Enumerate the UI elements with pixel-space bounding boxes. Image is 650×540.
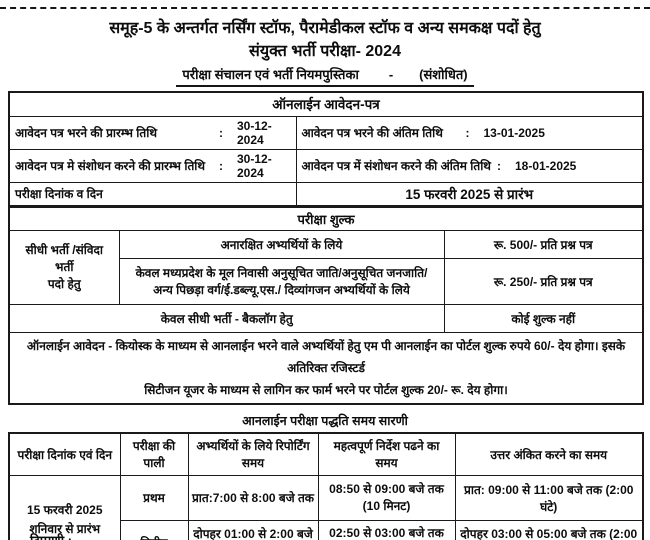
schedule-date-line1: 15 फरवरी 2025 <box>26 502 103 517</box>
fee-reserved-category: केवल मध्यप्रदेश के मूल निवासी अनुसूचित ज… <box>118 258 445 305</box>
schedule-date-line2: शनिवार से प्रारंभ <box>29 521 101 536</box>
fee-unreserved-amount: रू. 500/- प्रति प्रश्न पत्र <box>443 230 644 259</box>
table-row: ऑनलाईन आवेदन - कियोस्क के माध्यम से आनला… <box>8 332 644 405</box>
page-break-dashed-line <box>0 7 650 9</box>
shift-1-instructions-duration: (10 मिनट) <box>362 498 411 513</box>
portal-fee-note-line2: सिटीजन यूजर के माध्यम से लागिन कर फार्म … <box>144 383 508 397</box>
shift-2-name: द्वितीय <box>119 519 189 540</box>
exam-fee-table: परीक्षा शुल्क सीधी भर्ती /संविदा भर्ती प… <box>8 207 645 405</box>
table-row: 15 फरवरी 2025 शनिवार से प्रारंभ प्रथम प्… <box>8 474 644 540</box>
correction-start-label: आवेदन पत्र मे संशोधन करने की प्रारम्भ ति… <box>15 159 206 173</box>
doc-subtitle-row: परीक्षा संचालन एवं भर्ती नियमपुस्तिका - (स… <box>0 66 650 87</box>
fee-group-line1: सीधी भर्ती /संविदा भर्ती <box>25 243 103 274</box>
shift-2-instructions: 02:50 से 03:00 बजे तक (10 मिनट) <box>317 519 456 540</box>
portal-fee-note-line1: ऑनलाईन आवेदन - कियोस्क के माध्यम से आनला… <box>26 339 626 375</box>
shift-1-reporting: प्रात:7:00 से 8:00 बजे तक <box>187 474 319 521</box>
footer-note-fragment: टिप्पणी :- <box>30 531 76 540</box>
fee-group-line2: पदो हेतु <box>47 277 81 291</box>
shift-2-reporting: दोपहर 01:00 से 2:00 बजे तक <box>187 519 319 540</box>
table-row: केवल मध्यप्रदेश के मूल निवासी अनुसूचित ज… <box>9 258 644 305</box>
start-date-cell: आवेदन पत्र भरने की प्रारम्भ तिथि : 30-12… <box>8 115 297 150</box>
end-date-value: 13-01-2025 <box>483 125 545 140</box>
doc-subtitle-suffix: (संशोधित) <box>419 67 468 82</box>
shift-1-instructions: 08:50 से 09:00 बजे तक (10 मिनट) <box>317 474 456 521</box>
fee-group-cell: सीधी भर्ती /संविदा भर्ती पदो हेतु <box>8 230 120 305</box>
colon: : <box>465 125 470 140</box>
schedule-header-shift: परीक्षा की पाली <box>119 432 189 476</box>
shift-1-name: प्रथम <box>119 474 189 521</box>
exam-date-value-cell: 15 फरवरी 2025 से प्रारंभ <box>295 181 644 207</box>
application-table-header: ऑनलाईन आवेदन-पत्र <box>8 91 644 117</box>
doc-title-line2: संयुक्त भर्ती परीक्षा- 2024 <box>249 43 401 60</box>
doc-subtitle-text: परीक्षा संचालन एवं भर्ती नियमपुस्तिका <box>182 67 359 82</box>
end-date-cell: आवेदन पत्र भरने की अंतिम तिथि : 13-01-20… <box>295 115 644 150</box>
correction-end-cell: आवेदन पत्र में संशोधन करने की अंतिम तिथि… <box>295 148 644 183</box>
table-row: आवेदन पत्र मे संशोधन करने की प्रारम्भ ति… <box>8 148 644 183</box>
fee-reserved-category-line1: केवल मध्यप्रदेश के मूल निवासी अनुसूचित ज… <box>135 265 428 280</box>
colon: : <box>219 158 223 173</box>
table-row: आवेदन पत्र भरने की प्रारम्भ तिथि : 30-12… <box>8 115 644 150</box>
fee-reserved-amount: रू. 250/- प्रति प्रश्न पत्र <box>443 258 644 305</box>
document-header: समूह-5 के अन्तर्गत नर्सिंग स्टॉफ, पैरामे… <box>0 0 650 87</box>
table-row: केवल सीधी भर्ती - बैकलॉग हेतु कोई शुल्क … <box>8 304 644 333</box>
colon: : <box>496 158 501 173</box>
fee-unreserved-category: अनारक्षित अभ्यर्थियों के लिये <box>118 230 445 259</box>
fee-backlog-value: कोई शुल्क नहीं <box>443 304 644 333</box>
schedule-header-reporting: अभ्यर्थियों के लिये रिपोर्टिंग समय <box>187 432 319 476</box>
table-row: द्वितीय दोपहर 01:00 से 2:00 बजे तक 02:50… <box>9 519 644 540</box>
exam-schedule-table: परीक्षा दिनांक एवं दिन परीक्षा की पाली अ… <box>8 432 644 540</box>
schedule-header-row: परीक्षा दिनांक एवं दिन परीक्षा की पाली अ… <box>8 432 644 476</box>
doc-subtitle: परीक्षा संचालन एवं भर्ती नियमपुस्तिका - (स… <box>176 66 474 87</box>
start-date-label: आवेदन पत्र भरने की प्रारम्भ तिथि <box>15 126 158 140</box>
fee-table-header: परीक्षा शुल्क <box>8 207 644 231</box>
shift-2-answer-time: दोपहर 03:00 से 05:00 बजे तक (2:00 घंटे) <box>454 519 644 540</box>
end-date-label: आवेदन पत्र भरने की अंतिम तिथि <box>301 126 443 140</box>
schedule-title: आनलाईन परीक्षा पद्धति समय सारणी <box>242 414 408 428</box>
correction-start-cell: आवेदन पत्र मे संशोधन करने की प्रारम्भ ति… <box>8 148 297 183</box>
correction-end-value: 18-01-2025 <box>514 158 577 173</box>
shift-2-instructions-time: 02:50 से 03:00 बजे तक <box>329 526 444 540</box>
doc-title-line1: समूह-5 के अन्तर्गत नर्सिंग स्टॉफ, पैरामे… <box>109 20 541 37</box>
table-row: सीधी भर्ती /संविदा भर्ती पदो हेतु अनारक्… <box>8 230 644 305</box>
shift-1-instructions-time: 08:50 से 09:00 बजे तक <box>329 481 444 496</box>
start-date-value: 30-12-2024 <box>237 118 272 147</box>
colon: : <box>219 125 223 140</box>
exam-date-label-cell: परीक्षा दिनांक व दिन <box>8 181 297 207</box>
schedule-header-date: परीक्षा दिनांक एवं दिन <box>8 432 121 476</box>
schedule-date-cell: 15 फरवरी 2025 शनिवार से प्रारंभ <box>8 474 121 540</box>
doc-subtitle-dash: - <box>388 67 394 82</box>
correction-start-value: 30-12-2024 <box>237 151 272 180</box>
shift-1-answer-time: प्रात: 09:00 से 11:00 बजे तक (2:00 घंटे) <box>454 474 644 521</box>
application-dates-table: ऑनलाईन आवेदन-पत्र आवेदन पत्र भरने की प्र… <box>8 91 644 207</box>
portal-fee-note: ऑनलाईन आवेदन - कियोस्क के माध्यम से आनला… <box>8 332 644 405</box>
fee-reserved-category-line2: अन्य पिछड़ा वर्ग/ई.डब्ल्यू.एस./ दिव्यांग… <box>153 282 410 297</box>
correction-end-label: आवेदन पत्र में संशोधन करने की अंतिम तिथि <box>301 159 491 173</box>
table-row: परीक्षा दिनांक व दिन 15 फरवरी 2025 से प्… <box>8 181 644 207</box>
schedule-header-answer: उत्तर अंकित करने का समय <box>454 432 644 476</box>
fee-backlog-label: केवल सीधी भर्ती - बैकलॉग हेतु <box>8 304 445 333</box>
schedule-header-instructions: महत्वपूर्ण निर्देश पढने का समय <box>317 432 456 476</box>
